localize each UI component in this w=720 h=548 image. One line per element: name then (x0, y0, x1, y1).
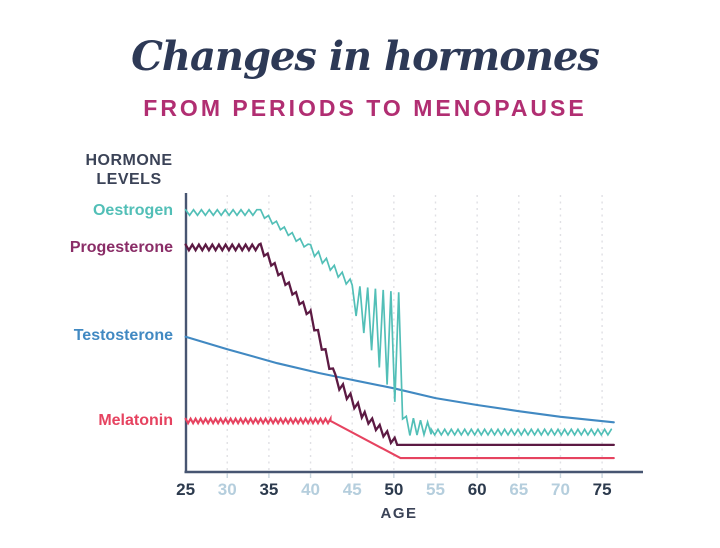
gridlines (226, 195, 603, 470)
legend-progesterone: Progesterone (69, 239, 173, 256)
y-axis-label-line2: LEVELS (96, 171, 162, 188)
y-axis-label-line1: HORMONE (85, 152, 173, 169)
series-lines (184, 208, 615, 460)
x-tick-70: 70 (551, 480, 570, 499)
legend-testosterone: Testosterone (73, 327, 173, 344)
series-line-melatonin (184, 414, 615, 460)
x-tick-75: 75 (593, 480, 612, 499)
y-axis-label: HORMONE LEVELS (76, 151, 182, 189)
chart-title: Changes in hormones (131, 33, 600, 80)
x-tick-labels: 25 30 35 40 45 50 55 60 65 70 75 (176, 480, 611, 499)
x-tick-45: 45 (343, 480, 362, 499)
legend-oestrogen: Oestrogen (92, 202, 173, 219)
x-tick-65: 65 (509, 480, 528, 499)
x-tick-60: 60 (468, 480, 487, 499)
series-line-oestrogen (184, 208, 613, 439)
x-tick-40: 40 (301, 480, 320, 499)
legend-melatonin: Melatonin (98, 412, 173, 429)
x-tick-25: 25 (176, 480, 195, 499)
chart-subtitle: FROM PERIODS TO MENOPAUSE (143, 95, 587, 121)
axis-ticks (226, 473, 603, 478)
axes (184, 193, 643, 474)
x-axis-label: AGE (380, 505, 418, 522)
x-tick-30: 30 (218, 480, 237, 499)
x-tick-55: 55 (426, 480, 445, 499)
series-line-progesterone (184, 242, 615, 447)
x-tick-50: 50 (384, 480, 403, 499)
x-tick-35: 35 (259, 480, 278, 499)
